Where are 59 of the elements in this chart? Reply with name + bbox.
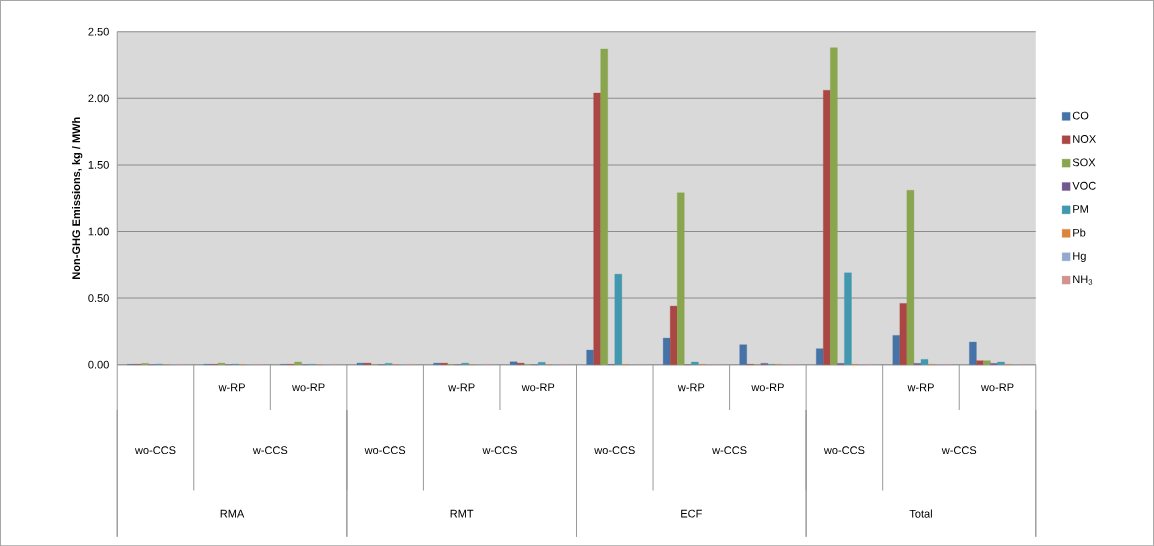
text: w-CCS [252,446,288,454]
text: w-CCS [482,446,517,454]
bar [663,337,671,365]
bar [600,48,608,365]
x-tick-label: w-RP [907,383,934,391]
text: w-CCS [941,446,977,454]
bar [920,359,929,365]
y-tick-label: 1.00 [88,227,109,236]
y-tick-label: 1.50 [88,160,109,169]
bar [677,192,685,365]
bar [586,349,594,365]
bar [997,361,1005,365]
legend-label: SOX [1072,158,1096,167]
x-tick-label: wo-RP [292,383,325,392]
legend-label: PM [1073,205,1088,213]
bar [670,305,678,365]
text: wo-CCS [134,446,176,454]
bar [844,272,852,365]
legend-label: NH$_{3}$ [1073,275,1093,285]
x-tick-label: w-RP [677,383,705,391]
text: RMA [220,509,245,518]
x-tick-label: wo-RP [521,383,555,392]
text: Total [909,509,932,518]
legend-label: Hg [1073,252,1086,262]
bar [892,335,900,365]
bar [899,303,908,365]
y-tick-label: 2.00 [88,94,109,103]
bar [976,360,984,365]
bar [593,92,601,365]
text: wo-CCS [364,446,406,454]
legend-label: NOX [1073,134,1096,143]
bar [294,361,302,365]
bar [538,362,546,365]
x-tick-label: w-RP [448,383,475,391]
bar [983,360,991,365]
bar [739,344,747,365]
text: wo-CCS [823,446,865,454]
bar [969,341,977,365]
bar [691,361,699,365]
text: wo-CCS [594,446,635,454]
y-tick-label: 0.50 [88,294,109,302]
legend-label: VOC [1072,181,1096,190]
x-tick-label: wo-RP [980,383,1014,392]
x-tick-label: wo-RP [751,383,784,392]
text: w-CCS [712,446,747,454]
bar [816,348,824,365]
legend-label: Pb [1073,228,1086,237]
bar [830,47,838,365]
text: ECF [681,509,702,518]
bar [614,273,622,365]
text: RMT [450,509,474,518]
bar [906,189,915,365]
y-tick-label: 2.50 [88,27,109,36]
y-axis-title: Non-GHG Emissions, kg / MWh [72,117,83,279]
bar [823,90,831,365]
y-tick-label: 0.00 [88,360,109,369]
legend-label: CO [1072,111,1089,120]
bar [509,361,518,365]
x-tick-label: w-RP [218,383,245,391]
